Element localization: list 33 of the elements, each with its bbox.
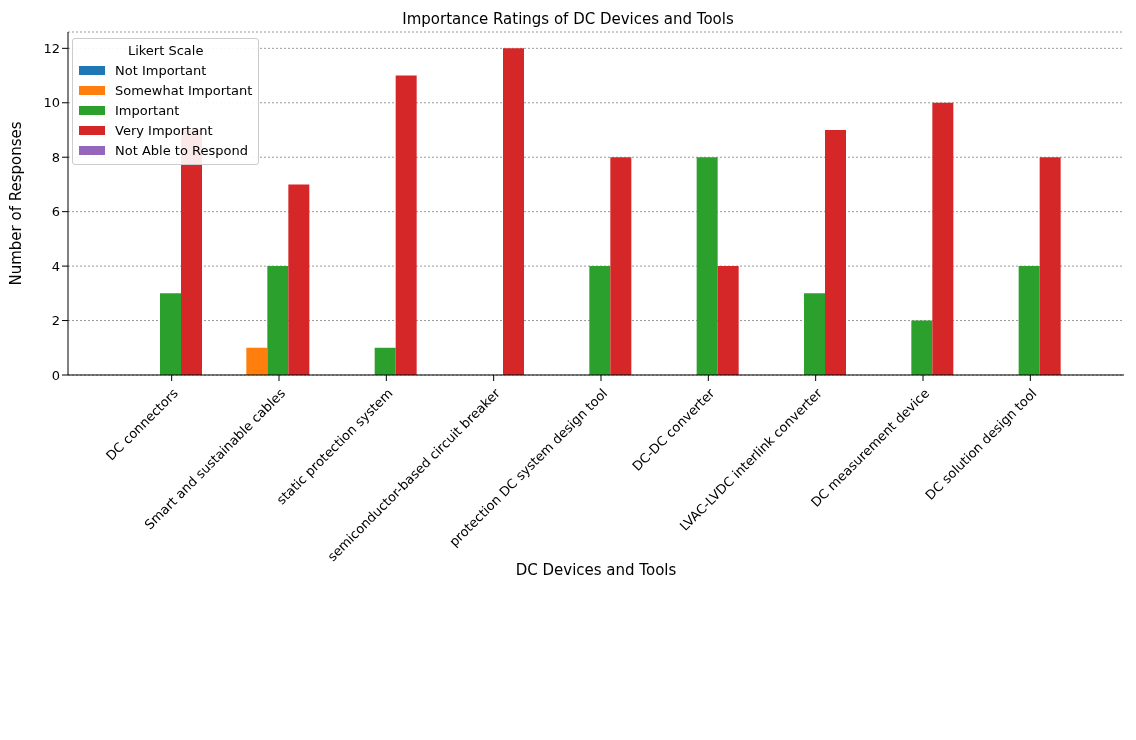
y-tick-label: 0 <box>51 367 60 383</box>
bar <box>374 347 396 375</box>
bar <box>825 130 846 375</box>
bar <box>503 48 524 375</box>
y-axis-title: Number of Responses <box>7 121 26 286</box>
bar <box>804 293 825 375</box>
bar <box>1018 266 1040 375</box>
y-tick-label: 8 <box>51 149 60 165</box>
x-axis-title: DC Devices and Tools <box>515 561 677 579</box>
bar <box>1039 157 1061 375</box>
y-tick-label: 2 <box>51 313 60 329</box>
legend-title: Likert Scale <box>126 43 205 58</box>
legend-label: Not Important <box>115 62 207 78</box>
bar <box>589 266 611 375</box>
bar <box>288 184 310 375</box>
y-tick-label: 6 <box>51 204 60 220</box>
bar <box>160 293 181 375</box>
bar <box>932 102 954 375</box>
bar <box>911 320 933 375</box>
legend-label: Important <box>115 102 180 118</box>
y-tick-label: 4 <box>51 258 60 274</box>
legend-label: Very Important <box>115 122 213 138</box>
bar <box>717 266 739 375</box>
chart-title: Importance Ratings of DC Devices and Tools <box>401 10 735 28</box>
y-tick-label: 10 <box>43 95 60 111</box>
bar <box>246 347 268 375</box>
y-tick-label: 12 <box>43 40 60 56</box>
bar <box>610 157 632 375</box>
legend-label: Not Able to Respond <box>115 142 248 158</box>
bar <box>696 157 718 375</box>
legend-label: Somewhat Important <box>115 82 253 98</box>
bar <box>395 75 417 375</box>
bar <box>267 266 289 375</box>
